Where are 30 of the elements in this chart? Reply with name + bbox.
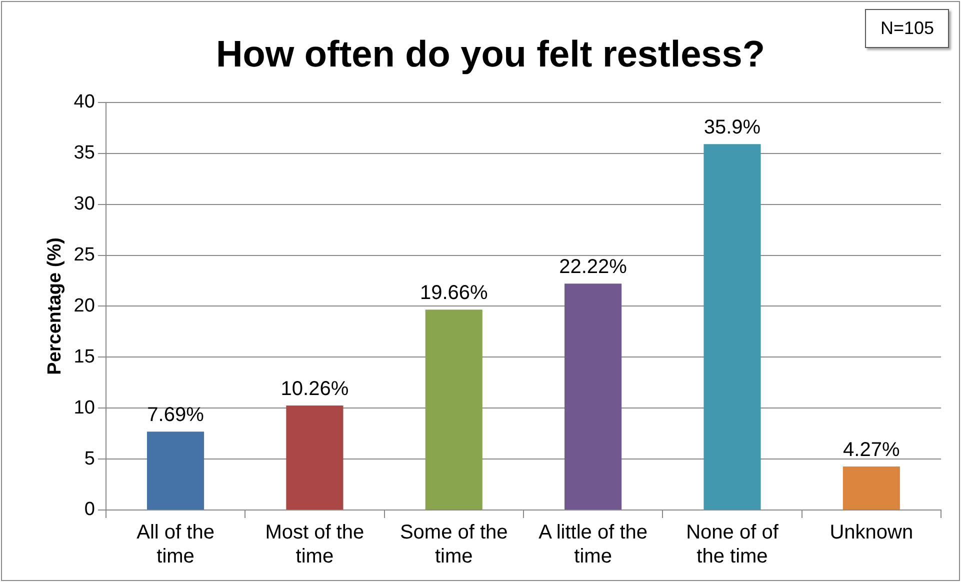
bar — [146, 432, 204, 510]
text: N=105 — [865, 9, 949, 48]
y-tick-label: 15 — [74, 346, 95, 368]
y-tick-label: 40 — [74, 92, 95, 113]
y-tick-label: 5 — [84, 448, 95, 470]
bar — [704, 144, 761, 510]
x-tick-label: Most of the time — [265, 522, 364, 568]
y-axis-title: Percentage (%) — [44, 238, 66, 375]
data-label: 10.26% — [280, 378, 349, 400]
y-tick-label: 25 — [74, 244, 95, 266]
bar — [842, 466, 900, 510]
y-tick-label: 35 — [74, 142, 95, 164]
y-tick-label: 20 — [74, 295, 95, 316]
bar — [425, 310, 482, 510]
y-tick-label: 30 — [74, 194, 95, 215]
x-tick-label: Unknown — [830, 522, 914, 544]
data-label: 4.27% — [843, 439, 900, 462]
x-tick-label: All of the time — [136, 522, 214, 568]
x-tick-label: None of of the time — [686, 522, 779, 568]
bar — [286, 405, 344, 510]
data-label: 22.22% — [559, 256, 628, 278]
chart-title: How often do you felt restless? — [216, 33, 765, 74]
data-label: 19.66% — [420, 282, 488, 304]
bar — [564, 284, 622, 510]
y-tick-label: 0 — [84, 499, 95, 520]
data-label: 7.69% — [147, 404, 204, 426]
data-label: 35.9% — [704, 116, 761, 139]
x-tick-label: A little of the time — [538, 522, 648, 568]
y-tick-label: 10 — [74, 397, 95, 418]
x-tick-label: Some of the time — [400, 522, 508, 568]
